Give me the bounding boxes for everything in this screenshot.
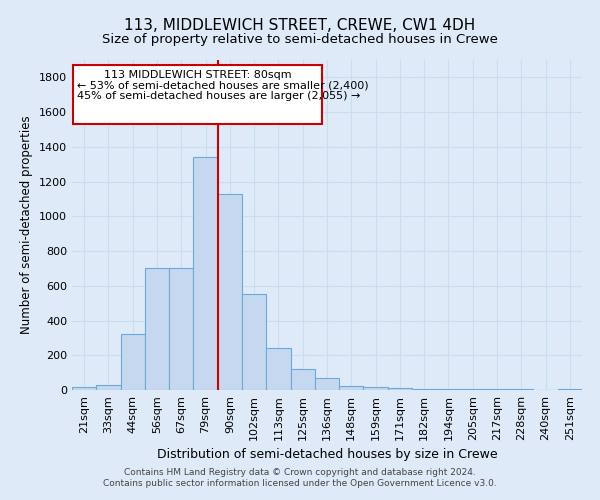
Bar xyxy=(121,334,145,390)
Y-axis label: Number of semi-detached properties: Number of semi-detached properties xyxy=(20,116,34,334)
Bar xyxy=(339,386,364,390)
Bar xyxy=(169,268,193,390)
Bar xyxy=(218,194,242,390)
Bar xyxy=(388,388,412,390)
Bar xyxy=(266,348,290,390)
Bar xyxy=(96,385,121,390)
Text: Size of property relative to semi-detached houses in Crewe: Size of property relative to semi-detach… xyxy=(102,32,498,46)
Bar xyxy=(145,268,169,390)
Bar xyxy=(73,65,322,124)
Text: 45% of semi-detached houses are larger (2,055) →: 45% of semi-detached houses are larger (… xyxy=(77,92,360,102)
Bar xyxy=(193,158,218,390)
Text: 113 MIDDLEWICH STREET: 80sqm: 113 MIDDLEWICH STREET: 80sqm xyxy=(104,70,292,81)
Bar xyxy=(72,388,96,390)
Bar xyxy=(412,389,436,390)
Bar xyxy=(364,388,388,390)
Bar xyxy=(290,369,315,390)
Bar xyxy=(315,378,339,390)
X-axis label: Distribution of semi-detached houses by size in Crewe: Distribution of semi-detached houses by … xyxy=(157,448,497,462)
Text: 113, MIDDLEWICH STREET, CREWE, CW1 4DH: 113, MIDDLEWICH STREET, CREWE, CW1 4DH xyxy=(124,18,476,32)
Bar xyxy=(242,294,266,390)
Bar xyxy=(436,389,461,390)
Text: ← 53% of semi-detached houses are smaller (2,400): ← 53% of semi-detached houses are smalle… xyxy=(77,81,368,91)
Text: Contains HM Land Registry data © Crown copyright and database right 2024.
Contai: Contains HM Land Registry data © Crown c… xyxy=(103,468,497,487)
Bar xyxy=(461,389,485,390)
